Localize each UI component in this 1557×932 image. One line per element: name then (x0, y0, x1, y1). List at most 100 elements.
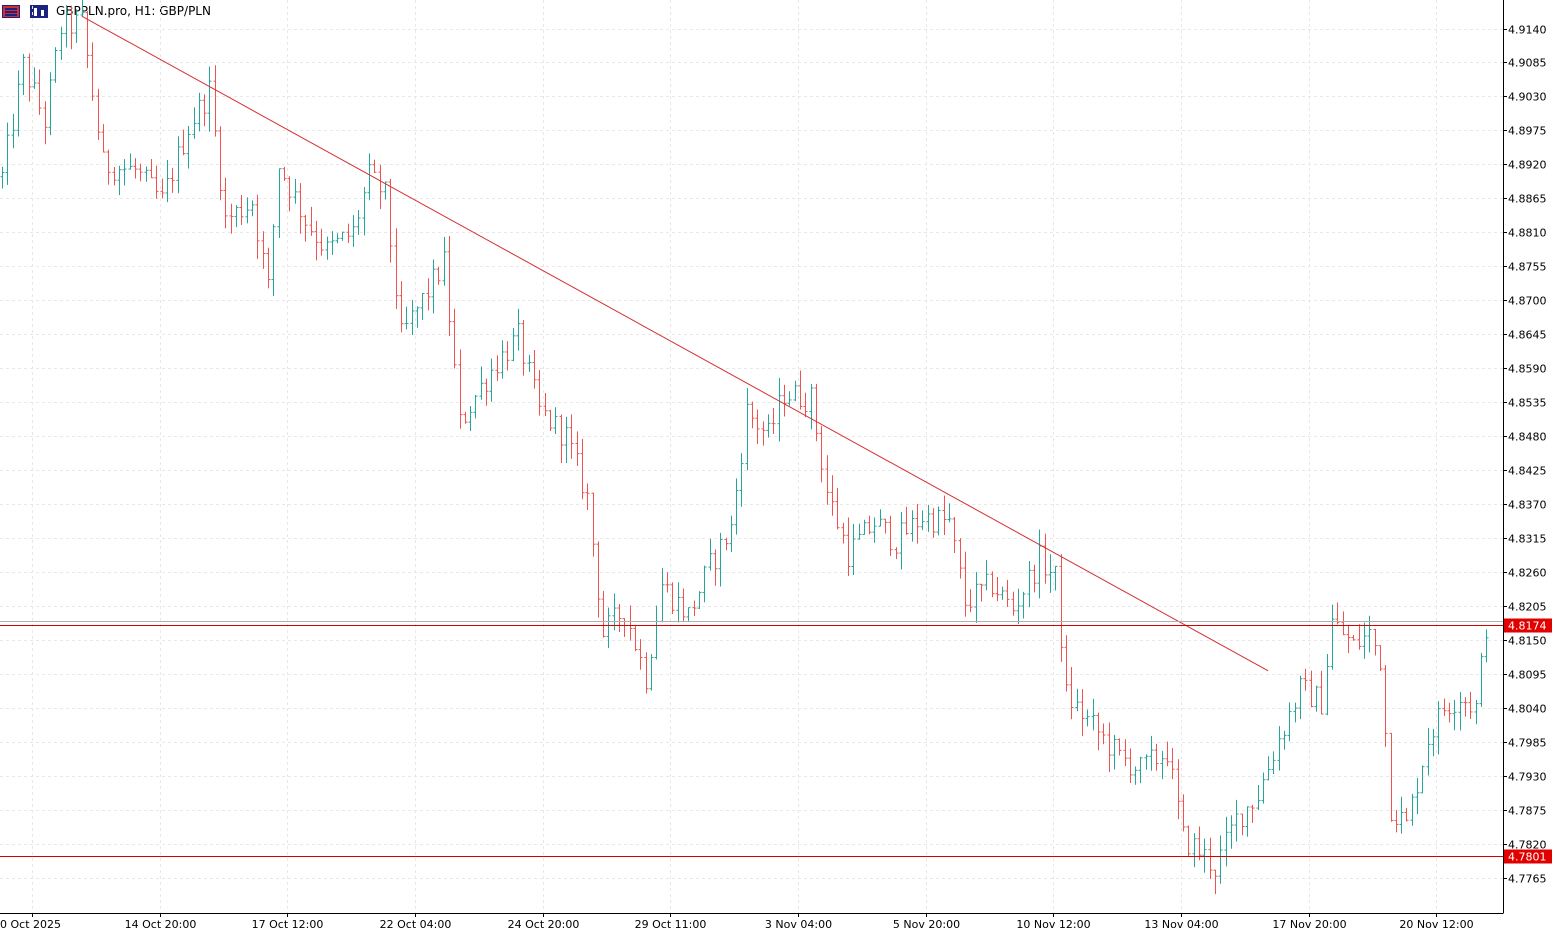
ohlc-bar (165, 160, 170, 203)
ohlc-bar (857, 523, 862, 540)
ohlc-bar (521, 320, 526, 376)
ohlc-bar (1346, 625, 1351, 654)
ohlc-bar (489, 358, 494, 402)
ohlc-bar (915, 503, 920, 544)
ohlc-bar (1330, 604, 1335, 670)
price-tick-label: 4.8095 (1508, 669, 1547, 682)
price-tick-label: 4.8315 (1508, 533, 1547, 546)
ohlc-bar (718, 532, 723, 587)
ohlc-bar (745, 388, 750, 471)
ohlc-bar (1335, 602, 1340, 625)
ohlc-bar (1021, 591, 1026, 619)
ohlc-bar (814, 383, 819, 442)
ohlc-bar (1091, 698, 1096, 731)
ohlc-bar (564, 416, 569, 464)
ohlc-bar (660, 567, 665, 623)
time-tick-label: 3 Nov 04:00 (765, 918, 832, 931)
ohlc-bar (1410, 793, 1415, 826)
ohlc-bar (1144, 754, 1149, 770)
price-tick-label: 4.8645 (1508, 329, 1547, 342)
ohlc-bar (585, 483, 590, 511)
time-tick-label: 0 Oct 2025 (0, 918, 61, 931)
ohlc-bar (431, 259, 436, 314)
ohlc-bar (601, 590, 606, 638)
price-level-label: 4.8174 (1508, 620, 1547, 633)
ohlc-bar (372, 159, 377, 173)
ohlc-bar (69, 5, 74, 50)
ohlc-bar (606, 607, 611, 649)
ohlc-bar (234, 205, 239, 228)
ohlc-bar (787, 391, 792, 406)
bars-icon[interactable] (2, 4, 20, 18)
ohlc-bar (569, 414, 574, 459)
price-level-label: 4.7801 (1508, 851, 1547, 864)
ohlc-bar (862, 519, 867, 535)
ohlc-bar (819, 426, 824, 483)
ohlc-bar (575, 431, 580, 467)
ohlc-bar (1149, 735, 1154, 771)
ohlc-bar (394, 228, 399, 309)
ohlc-bar (920, 510, 925, 531)
ohlc-bar (37, 69, 42, 115)
ohlc-bar (362, 186, 367, 236)
ohlc-bar (1277, 726, 1282, 771)
ohlc-bar (1101, 723, 1106, 745)
bar-chart-icon[interactable] (30, 4, 48, 18)
price-tick-label: 4.8370 (1508, 499, 1547, 512)
ohlc-bar (1160, 750, 1165, 780)
ohlc-bar (729, 515, 734, 552)
time-tick-label: 17 Nov 20:00 (1272, 918, 1346, 931)
time-axis: 0 Oct 2025 14 Oct 20:00 17 Oct 12:00 22 Oct… (0, 913, 1504, 931)
ohlc-bar (638, 639, 643, 670)
ohlc-bar (245, 197, 250, 224)
ohlc-bar (670, 582, 675, 614)
ohlc-bar (1048, 554, 1053, 593)
ohlc-bar (1341, 611, 1346, 636)
ohlc-bar (1117, 738, 1122, 756)
ohlc-bar (500, 340, 505, 379)
ohlc-bar (1107, 722, 1112, 772)
ohlc-bar (122, 159, 127, 186)
ohlc-bar (1319, 670, 1324, 715)
time-tick-label: 14 Oct 20:00 (125, 918, 197, 931)
ohlc-bar (442, 237, 447, 286)
ohlc-bar (1059, 554, 1064, 662)
ohlc-bar (309, 206, 314, 236)
price-tick-label: 4.8975 (1508, 125, 1547, 138)
ohlc-bar (1133, 766, 1138, 785)
ohlc-bar (1468, 691, 1473, 719)
ohlc-bar (1394, 809, 1399, 833)
ohlc-bar (298, 183, 303, 234)
ohlc-bar (910, 510, 915, 542)
ohlc-bar (287, 176, 292, 212)
ohlc-bar (96, 88, 101, 140)
ohlc-bar (532, 349, 537, 389)
ohlc-bar (835, 487, 840, 530)
ohlc-bar (750, 401, 755, 429)
ohlc-bar (229, 203, 234, 234)
ohlc-bar (340, 231, 345, 241)
ohlc-bar (654, 605, 659, 660)
ohlc-bar (803, 392, 808, 418)
ohlc-bar (484, 378, 489, 406)
ohlc-bar (995, 577, 1000, 602)
ohlc-bar (676, 582, 681, 623)
price-tick-label: 4.8755 (1508, 261, 1547, 274)
ohlc-bar (1123, 739, 1128, 766)
ohlc-bar (325, 236, 330, 260)
ohlc-bar (330, 231, 335, 255)
ohlc-bar (1399, 796, 1404, 834)
ohlc-bar (1404, 807, 1409, 822)
ohlc-bar (622, 618, 627, 638)
ohlc-bar (1447, 702, 1452, 723)
ohlc-bar (617, 603, 622, 633)
ohlc-bar (80, 0, 85, 18)
price-tick-label: 4.8040 (1508, 703, 1547, 716)
ohlc-bar (1213, 869, 1218, 895)
ohlc-bar (1128, 748, 1133, 784)
ohlc-bar (117, 165, 122, 196)
ohlc-bar (1032, 564, 1037, 593)
ohlc-bar (878, 509, 883, 527)
time-tick-label: 24 Oct 20:00 (508, 918, 580, 931)
